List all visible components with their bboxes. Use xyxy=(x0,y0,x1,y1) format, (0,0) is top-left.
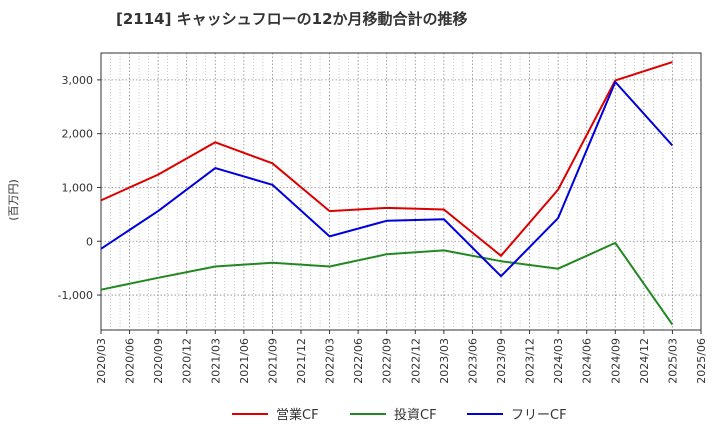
x-tick-label: 2023/03 xyxy=(438,338,451,384)
x-tick-label: 2024/03 xyxy=(552,338,565,384)
plot-frame xyxy=(100,52,702,331)
series-lines xyxy=(100,61,674,326)
x-tick-label: 2025/06 xyxy=(695,338,708,384)
chart-title: [2114] キャッシュフローの12か月移動合計の推移 xyxy=(116,10,468,28)
y-tick-label: -1,000 xyxy=(58,289,93,302)
x-tick-label: 2021/12 xyxy=(295,338,308,384)
x-tick-label: 2024/12 xyxy=(638,338,651,384)
x-tick-label: 2020/12 xyxy=(181,338,194,384)
series-line xyxy=(100,241,674,326)
series-line xyxy=(100,81,674,278)
x-tick-label: 2024/06 xyxy=(581,338,594,384)
x-tick-label: 2023/09 xyxy=(495,338,508,384)
x-axis: 2020/03 2020/06 2020/09 2020/12 2021/03 2021/… xyxy=(95,330,708,384)
y-tick-label: 1,000 xyxy=(62,181,94,194)
x-tick-label: 2023/06 xyxy=(466,338,479,384)
x-tick-label: 2020/06 xyxy=(124,338,137,384)
y-tick-label: 0 xyxy=(86,235,93,248)
x-tick-label: 2023/12 xyxy=(524,338,537,384)
x-tick-label: 2020/03 xyxy=(95,338,108,384)
x-tick-label: 2022/09 xyxy=(381,338,394,384)
legend: 営業CF 投資CF フリーCF xyxy=(232,407,567,423)
legend-label: フリーCF xyxy=(511,408,567,423)
x-tick-label: 2022/06 xyxy=(352,338,365,384)
y-tick-label: 2,000 xyxy=(62,128,94,141)
legend-label: 営業CF xyxy=(276,407,319,423)
x-tick-label: 2022/12 xyxy=(409,338,422,384)
series-line xyxy=(100,61,673,257)
x-tick-label: 2025/03 xyxy=(666,338,679,384)
legend-label: 投資CF xyxy=(394,407,437,423)
y-axis: 3,000 2,000 1,000 0 -1,000 xyxy=(58,74,101,302)
y-tick-label: 3,000 xyxy=(62,74,94,87)
x-tick-label: 2021/09 xyxy=(266,338,279,384)
x-tick-label: 2021/06 xyxy=(238,338,251,384)
y-axis-label: (百万円) xyxy=(7,179,20,221)
x-tick-label: 2020/09 xyxy=(152,338,165,384)
grid xyxy=(100,53,702,330)
x-tick-label: 2021/03 xyxy=(209,338,222,384)
x-tick-label: 2024/09 xyxy=(609,338,622,384)
x-tick-label: 2022/03 xyxy=(324,338,337,384)
